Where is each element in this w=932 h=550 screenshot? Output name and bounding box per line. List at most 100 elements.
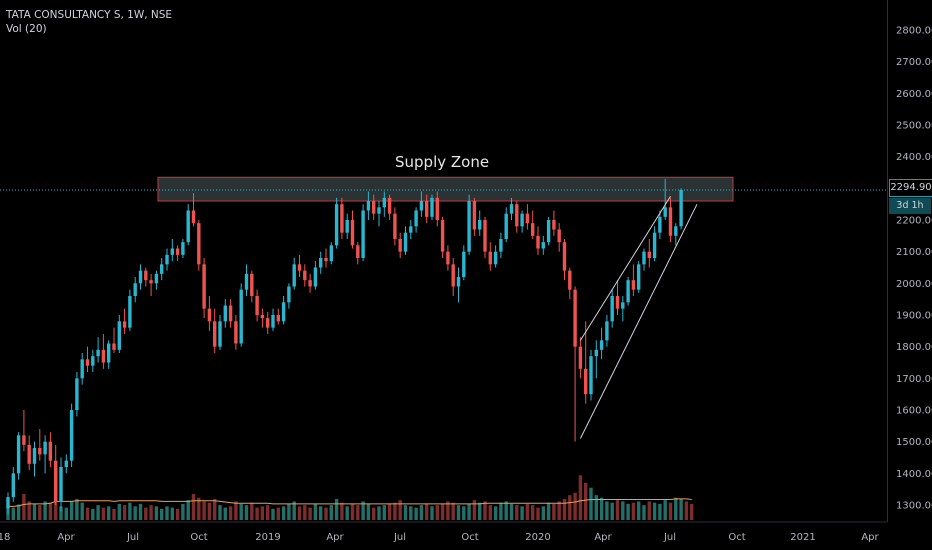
candle: [48, 432, 53, 467]
candle: [303, 264, 307, 287]
volume-bar: [197, 497, 201, 520]
price-axis[interactable]: [887, 0, 932, 522]
candle: [621, 296, 625, 322]
candle: [488, 242, 492, 271]
candle-body: [255, 296, 259, 315]
volume-bar: [674, 497, 678, 520]
volume-bar: [387, 503, 392, 520]
candle-body: [584, 368, 588, 395]
candle-body: [594, 349, 598, 357]
candle: [175, 245, 180, 262]
volume-bar: [589, 487, 593, 520]
volume-bar: [515, 505, 519, 520]
candle: [85, 346, 90, 372]
volume-bar: [488, 505, 492, 520]
volume-bar: [493, 506, 498, 520]
volume-bar: [202, 501, 206, 520]
volume-bar: [186, 500, 190, 520]
candle: [181, 239, 185, 258]
volume-bar: [393, 502, 397, 520]
candle: [101, 334, 106, 369]
volume-bar: [546, 502, 551, 520]
candle: [64, 454, 68, 474]
candle-body: [642, 251, 646, 265]
candle: [149, 273, 153, 296]
volume-bar: [366, 503, 371, 520]
candle-body: [117, 321, 121, 350]
volume-bar: [658, 503, 662, 520]
volume-bar: [43, 501, 47, 520]
bar-countdown-badge: 3d 1h: [889, 198, 931, 214]
candle: [281, 296, 286, 325]
candle-body: [356, 245, 360, 258]
volume-bar: [350, 503, 355, 520]
volume-bar: [297, 506, 302, 520]
volume-bar: [133, 506, 137, 520]
candle-body: [297, 264, 302, 271]
volume-bar: [361, 501, 365, 520]
candle-body: [615, 296, 620, 309]
candle: [223, 299, 227, 328]
candle-body: [430, 197, 434, 217]
volume-bar: [207, 502, 212, 520]
candle: [557, 223, 561, 252]
volume-bar: [578, 475, 583, 520]
candle: [568, 267, 572, 300]
volume-bar: [499, 502, 503, 520]
candle-body: [16, 435, 21, 474]
candle: [80, 353, 84, 385]
volume-indicator-label[interactable]: Vol (20): [6, 23, 47, 35]
candle: [122, 308, 127, 334]
candle-body: [64, 460, 68, 467]
volume-bar: [626, 503, 630, 520]
candle-body: [525, 213, 530, 224]
volume-bar: [562, 498, 567, 520]
price-tick-label: 1500.00: [896, 437, 932, 448]
candle-body: [658, 216, 662, 233]
candle: [377, 201, 381, 227]
candle-body: [80, 359, 84, 379]
volume-bar: [117, 503, 121, 520]
candle: [255, 289, 259, 322]
supply-zone-label[interactable]: Supply Zone: [395, 153, 490, 171]
candle-body: [568, 270, 572, 290]
candle-body: [573, 289, 577, 347]
price-tick-label: 2600.00: [896, 89, 932, 100]
volume-bar: [531, 505, 535, 520]
candle: [589, 349, 593, 401]
candle: [38, 429, 42, 461]
candle: [186, 204, 190, 246]
volume-bar: [329, 505, 333, 520]
candle-body: [488, 251, 492, 265]
candle-body: [403, 232, 408, 252]
candle: [107, 340, 111, 369]
volume-bar: [345, 506, 349, 520]
candle: [430, 194, 434, 220]
volume-bar: [128, 502, 132, 520]
candle: [250, 270, 254, 303]
volume-pane: [6, 465, 694, 520]
candle-body: [409, 226, 413, 233]
volume-bar: [101, 507, 106, 520]
candle: [642, 248, 646, 271]
candle-body: [144, 270, 148, 281]
candle-body: [425, 201, 429, 217]
volume-bar: [419, 505, 424, 520]
candle: [234, 315, 238, 350]
candle-body: [218, 321, 222, 347]
candle: [393, 207, 397, 246]
candle: [361, 204, 365, 262]
candle: [578, 337, 583, 379]
candle-body: [668, 207, 673, 236]
candle-body: [350, 220, 355, 246]
volume-bar: [440, 503, 445, 520]
candle-body: [43, 441, 47, 455]
symbol-label[interactable]: TATA CONSULTANCY S, 1W, NSE: [6, 9, 173, 21]
volume-bar: [165, 506, 169, 520]
candle-body: [191, 210, 196, 224]
candle-body: [446, 251, 450, 265]
volume-bar: [536, 507, 540, 520]
candle: [91, 349, 95, 372]
